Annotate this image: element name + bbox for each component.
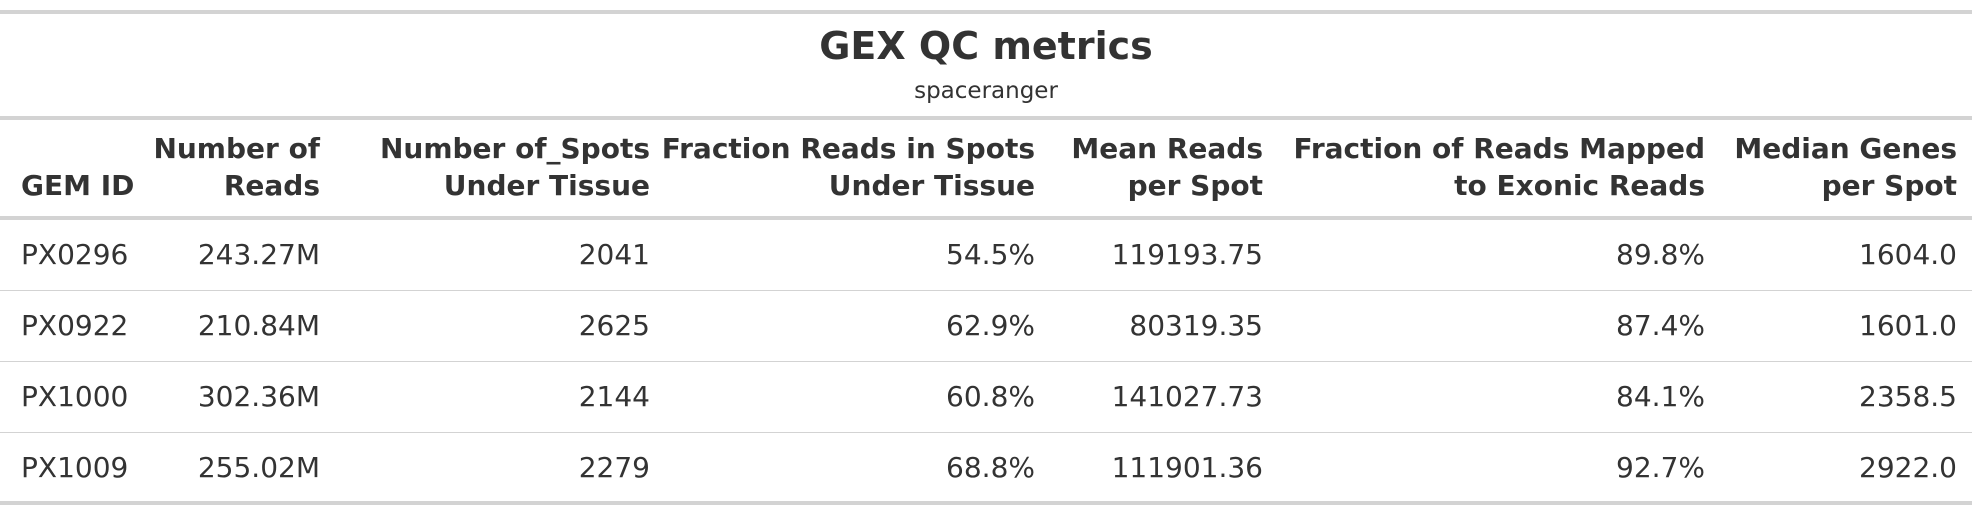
row-divider [0, 361, 1972, 362]
table-cell: 84.1% [1616, 380, 1705, 413]
table-cell: PX1000 [21, 380, 129, 413]
column-header-line1: Mean Reads [1071, 132, 1263, 165]
table-bottom-border [0, 501, 1972, 505]
table-cell: PX1009 [21, 451, 129, 484]
table-cell: PX0296 [21, 238, 129, 271]
table-cell: 2144 [578, 380, 650, 413]
table-title: GEX QC metrics [819, 24, 1153, 68]
table-cell: PX0922 [21, 309, 129, 342]
column-header-line2: Under Tissue [443, 169, 650, 202]
table-cell: 80319.35 [1129, 309, 1263, 342]
table-cell: 1601.0 [1859, 309, 1957, 342]
column-header-line2: to Exonic Reads [1454, 169, 1705, 202]
column-header-line2: Reads [223, 169, 320, 202]
column-header-line1: Median Genes [1734, 132, 1957, 165]
table-cell: 2922.0 [1859, 451, 1957, 484]
table-cell: 92.7% [1616, 451, 1705, 484]
table-cell: 141027.73 [1111, 380, 1263, 413]
column-header-line1: Number of_Spots [379, 132, 650, 165]
column-header-line1: Number of [153, 132, 320, 165]
table-cell: 1604.0 [1859, 238, 1957, 271]
table-cell: 68.8% [946, 451, 1035, 484]
table-cell: 2279 [578, 451, 650, 484]
header-top-border [0, 116, 1972, 120]
table-cell: 60.8% [946, 380, 1035, 413]
column-header-line2: Under Tissue [828, 169, 1035, 202]
table-cell: 210.84M [197, 309, 320, 342]
row-divider [0, 432, 1972, 433]
table-subtitle: spaceranger [914, 78, 1058, 104]
column-header-line2: GEM ID [21, 169, 135, 202]
table-cell: 302.36M [197, 380, 320, 413]
column-header-line1: Fraction of Reads Mapped [1293, 132, 1705, 165]
table-cell: 255.02M [197, 451, 320, 484]
table-cell: 111901.36 [1111, 451, 1263, 484]
table-cell: 62.9% [946, 309, 1035, 342]
header-bottom-border [0, 216, 1972, 220]
table-cell: 87.4% [1616, 309, 1705, 342]
table-cell: 2041 [578, 238, 650, 271]
table-cell: 89.8% [1616, 238, 1705, 271]
table-cell: 243.27M [197, 238, 320, 271]
table-cell: 2358.5 [1859, 380, 1957, 413]
table-cell: 54.5% [946, 238, 1035, 271]
column-header-line2: per Spot [1821, 169, 1957, 202]
table-cell: 2625 [578, 309, 650, 342]
column-header-line2: per Spot [1127, 169, 1263, 202]
top-border [0, 10, 1972, 14]
column-header-line1: Fraction Reads in Spots [661, 132, 1035, 165]
row-divider [0, 290, 1972, 291]
table-cell: 119193.75 [1111, 238, 1263, 271]
